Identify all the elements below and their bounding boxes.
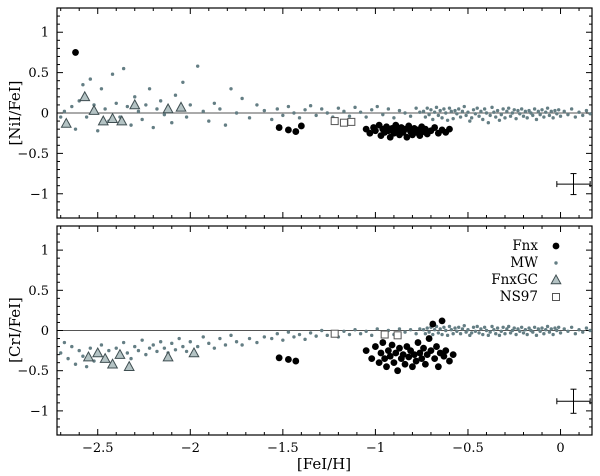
panel-top: −1 −0.5 0 0.5 1 — [17, 7, 593, 219]
error-bar — [556, 173, 591, 196]
panel-frame — [56, 225, 593, 436]
y-tick-label: 0.5 — [28, 284, 49, 299]
legend-marker-Fnx-icon — [552, 242, 560, 250]
x-tick-label: −1.5 — [267, 441, 299, 456]
legend-label-FnxGC: FnxGC — [491, 272, 538, 288]
y-axis-label-bottom: [CrI/FeI] — [6, 297, 24, 363]
legend-label-MW: MW — [510, 255, 538, 271]
y-tick-label: 1 — [41, 26, 49, 41]
legend-label-Fnx: Fnx — [512, 238, 538, 254]
panel-frame — [56, 7, 593, 219]
legend-label-NS97: NS97 — [500, 289, 538, 305]
series-FnxGC — [60, 90, 187, 128]
y-tick-label: −0.5 — [17, 147, 49, 162]
y-tick-label: −1 — [30, 187, 49, 202]
x-tick-label: −2.5 — [82, 441, 114, 456]
error-bar — [556, 388, 591, 414]
y-tick-label: 0 — [41, 107, 49, 122]
panel-bottom: −1 −0.5 0 0.5 1 −2.5 −2 −1.5 −1 −0.5 0 FnxMWFnxGCNS… — [17, 225, 593, 456]
legend-marker-NS97-icon — [552, 293, 560, 301]
series-Fnx — [72, 49, 453, 141]
series-FnxGC — [82, 346, 200, 371]
legend-marker-MW-icon — [554, 261, 558, 265]
series-NS97 — [330, 117, 356, 127]
x-tick-label: −2 — [181, 441, 200, 456]
y-tick-label: −0.5 — [17, 364, 49, 379]
y-tick-label: 0 — [41, 324, 49, 339]
y-axis-label-top: [NiI/FeI] — [6, 80, 24, 146]
legend-marker-FnxGC-icon — [550, 273, 562, 285]
series-MW — [59, 64, 592, 133]
x-tick-label: 0 — [556, 441, 564, 456]
y-tick-label: −1 — [30, 404, 49, 419]
y-tick-label: 1 — [41, 244, 49, 259]
x-tick-label: −1 — [366, 441, 385, 456]
series-Fnx — [275, 317, 457, 375]
x-tick-label: −0.5 — [452, 441, 484, 456]
y-tick-label: 0.5 — [28, 66, 49, 81]
x-axis-label: [FeI/H] — [296, 455, 352, 473]
series-NS97 — [330, 329, 402, 340]
